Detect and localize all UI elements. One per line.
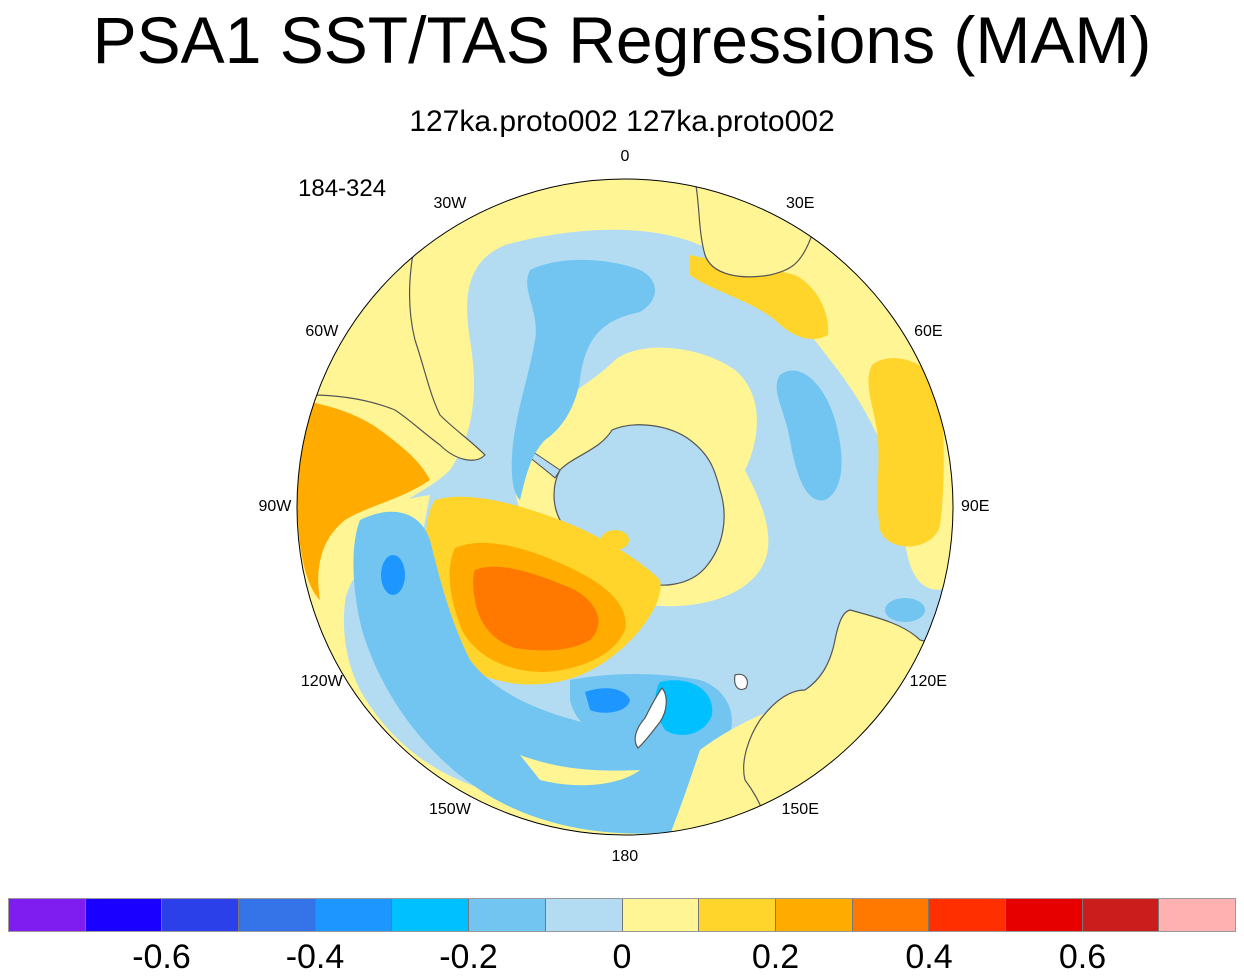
- colorbar-swatch: [852, 899, 930, 931]
- colorbar-tick-label: 0: [612, 938, 632, 976]
- colorbar-swatch: [85, 899, 163, 931]
- land-tasmania: [734, 673, 748, 691]
- colorbar-swatch: [622, 899, 700, 931]
- longitude-label: 150W: [429, 801, 471, 819]
- colorbar-swatch: [315, 899, 393, 931]
- colorbar-tick-label: -0.4: [285, 938, 345, 976]
- pacific-yellow-strip: [520, 755, 640, 786]
- east-pacific-warm-band: [297, 400, 430, 600]
- longitude-label: 120W: [300, 673, 343, 690]
- south-africa-warm-patch: [690, 255, 829, 340]
- longitude-label: 90E: [961, 498, 990, 515]
- colorbar-swatch: [1159, 899, 1235, 931]
- land-new-zealand: [634, 687, 667, 749]
- longitude-label: 90W: [258, 498, 292, 515]
- longitude-label: 0: [620, 148, 630, 165]
- nz-blue-core-1: [585, 688, 630, 713]
- pacific-warm-field-3: [473, 566, 599, 651]
- longitude-label: 30W: [433, 194, 467, 212]
- colorbar-swatch: [699, 899, 776, 931]
- se-pacific-blue-core: [381, 555, 405, 595]
- longitude-label: 120E: [909, 673, 947, 690]
- colorbar-tick-label: -0.6: [132, 938, 191, 976]
- indian-warm-patch: [868, 358, 944, 547]
- colorbar-swatch: [162, 899, 240, 931]
- colorbar-tick-label: 0.2: [751, 938, 800, 976]
- colorbar-swatch: [469, 899, 546, 931]
- map-title: PSA1 SST/TAS Regressions (MAM): [92, 3, 1152, 77]
- colorbar-swatch: [929, 899, 1006, 931]
- colorbar-swatch: [775, 899, 853, 931]
- blue-patch-120e: [885, 598, 925, 622]
- colorbar-tick-label: 0.4: [905, 938, 953, 976]
- colorbar-swatch: [1005, 899, 1083, 931]
- nz-blue-core-2: [655, 680, 713, 735]
- colorbar-swatch: [392, 899, 470, 931]
- period-label: 184-324: [298, 175, 387, 202]
- colorbar-tick-label: -0.2: [439, 938, 498, 976]
- colorbar: [8, 898, 1236, 932]
- colorbar-swatch: [9, 899, 86, 931]
- map-subtitle: 127ka.proto002 127ka.proto002: [409, 105, 835, 138]
- colorbar-swatch: [239, 899, 316, 931]
- atlantic-blue-patch: [511, 259, 655, 500]
- map-boundary: [296, 178, 954, 836]
- map-field: [297, 179, 953, 835]
- longitude-label: 150E: [781, 801, 819, 819]
- longitude-label: 60E: [914, 323, 943, 340]
- colorbar-swatch: [1082, 899, 1160, 931]
- longitude-label: 180: [611, 848, 639, 865]
- longitude-label: 30E: [786, 194, 815, 212]
- colorbar-tick-label: 0.6: [1058, 938, 1107, 976]
- colorbar-swatch: [545, 899, 623, 931]
- indian-blue-patch: [776, 370, 842, 501]
- longitude-label: 60W: [305, 323, 339, 340]
